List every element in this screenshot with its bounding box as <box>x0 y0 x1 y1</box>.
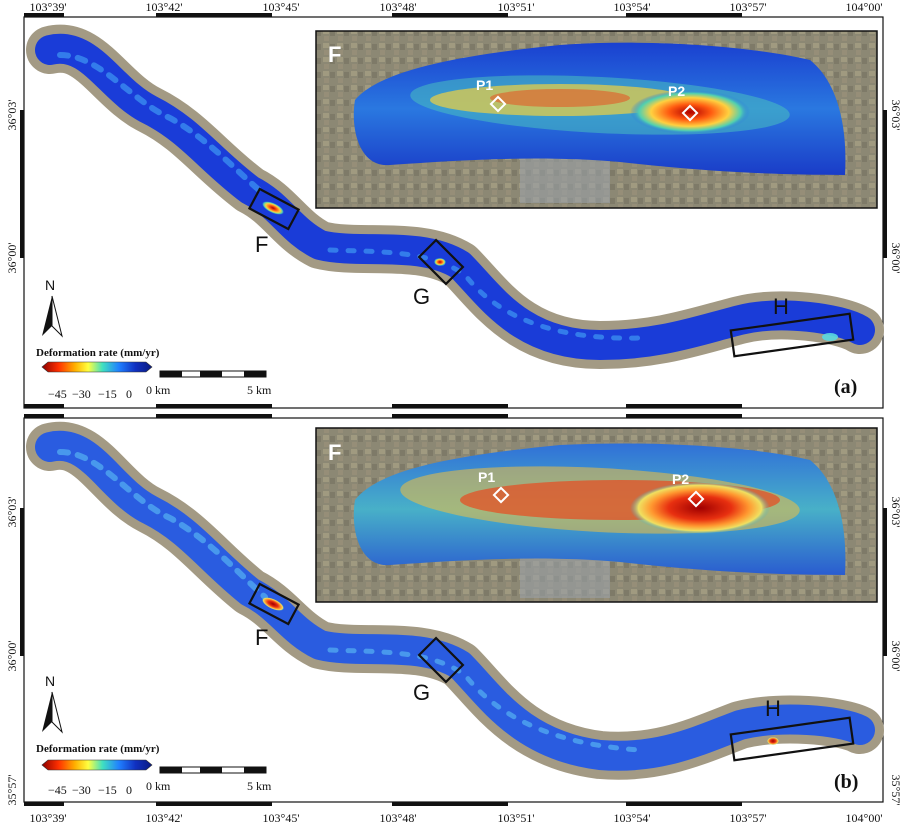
lat-tick-a-1-right: 36°03' <box>889 100 903 131</box>
svg-text:−30: −30 <box>72 783 91 797</box>
lat-tick-a-1-left: 36°03' <box>5 100 19 131</box>
svg-text:103°48': 103°48' <box>380 811 417 825</box>
box-f-outline <box>247 187 301 231</box>
scale-bar-icon: 0 km 5 km <box>146 370 272 397</box>
svg-text:103°54': 103°54' <box>614 811 651 825</box>
diamond-marker-icon <box>492 486 510 504</box>
svg-text:N: N <box>45 673 55 689</box>
legend-title: Deformation rate (mm/yr) <box>36 347 160 359</box>
lat-tick-a-2-right: 36°00' <box>889 243 903 274</box>
panel-a: F G H F P1 P2 N Deformation rate (mm/yr) <box>5 13 903 409</box>
box-h-outline <box>729 312 855 358</box>
colorbar <box>41 759 153 771</box>
scale-start: 0 km <box>146 779 171 793</box>
box-label-f: F <box>255 625 268 650</box>
lat-tick-b-2-right: 36°00' <box>889 641 903 672</box>
north-arrow-icon: N <box>42 277 63 338</box>
diamond-marker-icon <box>687 490 705 508</box>
inset-f: F P1 P2 <box>315 30 878 209</box>
box-f-outline <box>247 582 301 626</box>
svg-text:103°54': 103°54' <box>614 0 651 14</box>
box-h-outline <box>729 716 855 762</box>
svg-text:103°39': 103°39' <box>30 0 67 14</box>
colorbar <box>41 361 153 373</box>
svg-text:103°57': 103°57' <box>730 811 767 825</box>
lat-tick-b-1-left: 36°03' <box>5 497 19 528</box>
svg-text:−45: −45 <box>48 387 67 401</box>
panel-label-b: (b) <box>834 771 858 793</box>
svg-text:0: 0 <box>126 387 132 401</box>
lat-tick-b-3-right: 35°57' <box>889 775 903 806</box>
svg-text:103°39': 103°39' <box>30 811 67 825</box>
point-label-p2: P2 <box>668 83 685 99</box>
box-label-h: H <box>773 294 789 319</box>
svg-text:−30: −30 <box>72 387 91 401</box>
point-label-p2: P2 <box>672 471 689 487</box>
scale-end: 5 km <box>247 779 272 793</box>
panel-label-a: (a) <box>834 376 857 398</box>
north-arrow-icon: N <box>42 673 63 734</box>
scale-bar-icon: 0 km 5 km <box>146 766 272 793</box>
svg-text:−45: −45 <box>48 783 67 797</box>
svg-text:N: N <box>45 277 55 293</box>
svg-text:103°42': 103°42' <box>146 0 183 14</box>
box-g-outline <box>417 238 465 286</box>
svg-text:104°00': 104°00' <box>846 811 883 825</box>
lat-tick-b-1-right: 36°03' <box>889 497 903 528</box>
panel-b: F G H F P1 P2 N Deformation rate (mm/yr)… <box>5 414 903 806</box>
lat-tick-b-2-left: 36°00' <box>5 641 19 672</box>
river-deformation-band <box>35 33 875 360</box>
legend: Deformation rate (mm/yr) −45 −30 −15 0 <box>36 347 160 401</box>
scale-start: 0 km <box>146 383 171 397</box>
box-g-outline <box>417 636 465 684</box>
frame-ticks-bottom <box>20 414 887 806</box>
frame-ticks-top <box>20 13 887 408</box>
point-label-p1: P1 <box>478 469 495 485</box>
svg-text:104°00': 104°00' <box>846 0 883 14</box>
svg-text:103°51': 103°51' <box>498 811 535 825</box>
box-label-g: G <box>413 680 430 705</box>
svg-text:0: 0 <box>126 783 132 797</box>
legend-title: Deformation rate (mm/yr) <box>36 743 160 755</box>
box-label-g: G <box>413 284 430 309</box>
svg-text:103°42': 103°42' <box>146 811 183 825</box>
svg-text:−15: −15 <box>98 387 117 401</box>
point-label-p1: P1 <box>476 77 493 93</box>
lon-ticks-top: 103°39' 103°42' 103°45' 103°48' 103°51' … <box>30 0 883 14</box>
box-label-h: H <box>765 696 781 721</box>
inset-f: F P1 P2 <box>315 427 878 603</box>
svg-text:103°57': 103°57' <box>730 0 767 14</box>
diamond-marker-icon <box>489 95 507 113</box>
svg-text:103°45': 103°45' <box>263 811 300 825</box>
svg-text:−15: −15 <box>98 783 117 797</box>
box-label-f: F <box>255 232 268 257</box>
diamond-marker-icon <box>681 104 699 122</box>
lon-ticks-bottom: 103°39' 103°42' 103°45' 103°48' 103°51' … <box>30 811 883 825</box>
inset-label: F <box>328 440 341 465</box>
svg-text:103°51': 103°51' <box>498 0 535 14</box>
scale-end: 5 km <box>247 383 272 397</box>
legend: Deformation rate (mm/yr) −45 −30 −15 0 <box>36 743 160 797</box>
inset-label: F <box>328 42 341 67</box>
svg-text:103°45': 103°45' <box>263 0 300 14</box>
svg-text:103°48': 103°48' <box>380 0 417 14</box>
lat-tick-b-3-left: 35°57' <box>5 775 19 806</box>
lat-tick-a-2-left: 36°00' <box>5 243 19 274</box>
